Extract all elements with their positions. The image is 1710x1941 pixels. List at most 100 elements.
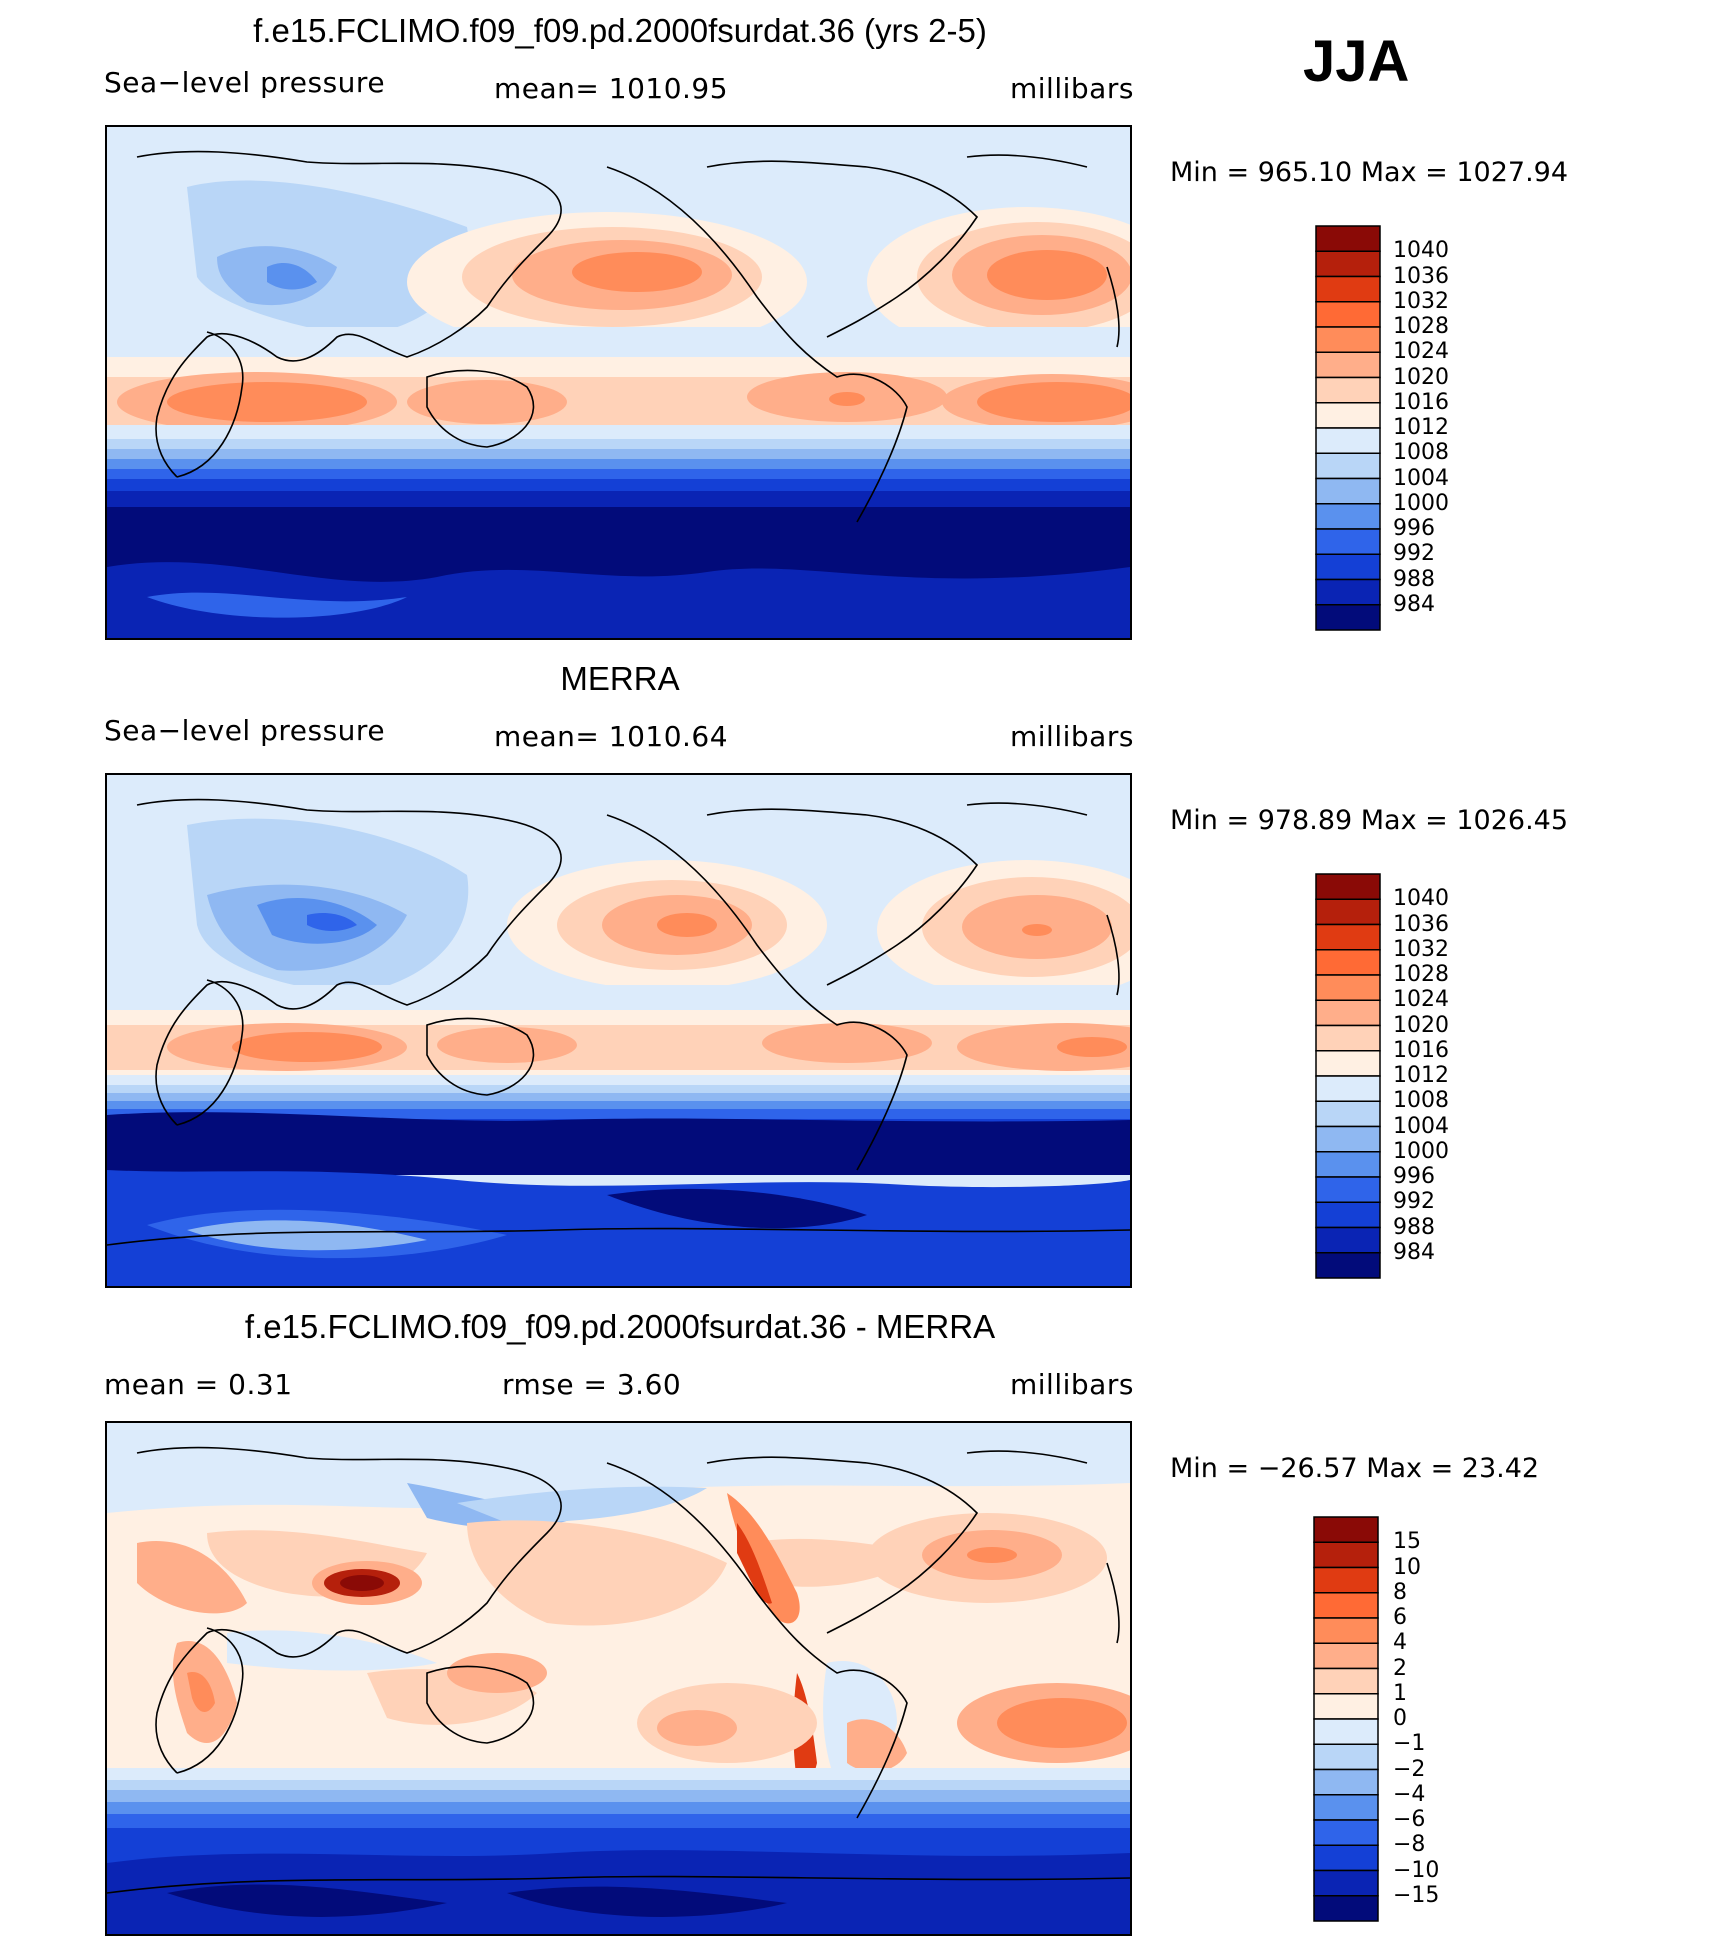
colorbar-tick-label: 8 [1393,1579,1407,1605]
panel-2-colorbar-labels: 1040 1036 1032 1028 1024 1020 1016 1012 1008 1004… [1393,873,1473,1279]
colorbar-swatch [1315,225,1381,252]
colorbar-tick-label: 1008 [1393,440,1449,466]
colorbar-tick-label: −2 [1393,1756,1426,1782]
colorbar-tick-label: 996 [1393,516,1435,541]
panel-3-colorbar-labels: 15 10 8 6 4 2 1 0 −1 −2 −4 −6 −8 −10 −15 [1393,1516,1473,1922]
colorbar-swatch [1315,604,1381,631]
panel-3-units-label: millibars [1010,1368,1134,1401]
colorbar-tick-label: 1020 [1393,1012,1449,1038]
panel-1-map-svg [107,127,1130,638]
colorbar-swatch [1313,1869,1379,1897]
panel-1-map [105,125,1132,640]
panel-3-rmse-label: rmse = 3.60 [502,1368,682,1401]
colorbar-tick-label: 1000 [1393,490,1449,516]
colorbar-tick-label: 1024 [1393,339,1449,365]
panel-3-title: f.e15.FCLIMO.f09_f09.pd.2000fsurdat.36 -… [244,1308,996,1345]
colorbar-tick-label: 1012 [1393,415,1449,440]
panel-3-mean-label: mean = 0.31 [104,1368,293,1401]
colorbar-tick-label: 1016 [1393,1037,1449,1063]
colorbar-tick-label: 1040 [1393,238,1449,264]
panel-1-minmax: Min = 965.10 Max = 1027.94 [1170,157,1569,188]
colorbar-tick-label: 1000 [1393,1138,1449,1164]
colorbar-tick-label: 10 [1393,1554,1421,1580]
colorbar-tick-label: 1036 [1393,263,1449,289]
colorbar-swatch [1315,477,1381,505]
colorbar-swatch [1315,1252,1381,1279]
colorbar-tick-label: 0 [1393,1706,1407,1731]
panel-3-minmax: Min = −26.57 Max = 23.42 [1170,1453,1540,1484]
colorbar-tick-label: 1028 [1393,962,1449,987]
colorbar-tick-label: 1020 [1393,364,1449,390]
colorbar-swatch [1315,301,1381,328]
panel-3-map-svg [107,1423,1130,1934]
panel-1-units-label: millibars [1010,72,1134,105]
colorbar-tick-label: 992 [1393,1189,1435,1215]
panel-2-units-label: millibars [1010,720,1134,753]
colorbar-swatch [1313,1895,1379,1922]
colorbar-swatch [1315,1226,1381,1254]
colorbar-swatch [1313,1516,1379,1543]
colorbar-tick-label: 1 [1393,1680,1407,1706]
colorbar-tick-label: −8 [1393,1832,1426,1858]
colorbar-swatch [1313,1541,1379,1569]
colorbar-swatch [1315,873,1381,900]
panel-2-colorbar [1315,873,1381,1283]
colorbar-swatch [1315,949,1381,976]
colorbar-swatch [1315,402,1381,429]
colorbar-tick-label: 1012 [1393,1063,1449,1088]
colorbar-swatch [1313,1693,1379,1720]
panel-3-colorbar [1313,1516,1379,1926]
colorbar-tick-label: −6 [1393,1807,1426,1832]
colorbar-swatch [1315,1024,1381,1052]
panel-2-map-svg [107,775,1130,1286]
colorbar-swatch [1315,898,1381,926]
colorbar-swatch [1313,1617,1379,1644]
colorbar-tick-label: 1024 [1393,987,1449,1013]
colorbar-swatch [1315,427,1381,454]
colorbar-tick-label: −4 [1393,1781,1426,1807]
colorbar-swatch [1315,376,1381,404]
colorbar-tick-label: 1036 [1393,911,1449,937]
colorbar-tick-label: 15 [1393,1529,1421,1555]
colorbar-tick-label: 1032 [1393,288,1449,314]
colorbar-swatch [1313,1743,1379,1771]
panel-1-mean-label: mean= 1010.95 [494,72,729,105]
colorbar-swatch [1315,275,1381,303]
colorbar-tick-label: 996 [1393,1164,1435,1189]
colorbar-tick-label: 992 [1393,541,1435,567]
colorbar-swatch [1315,1201,1381,1229]
colorbar-swatch [1315,553,1381,581]
colorbar-tick-label: −10 [1393,1857,1440,1883]
colorbar-swatch [1315,351,1381,379]
colorbar-swatch [1315,503,1381,530]
panel-2-map [105,773,1132,1288]
colorbar-tick-label: 1004 [1393,465,1449,491]
colorbar-swatch [1315,1176,1381,1203]
colorbar-swatch [1315,250,1381,278]
colorbar-tick-label: 1028 [1393,314,1449,339]
colorbar-tick-label: 1040 [1393,886,1449,912]
colorbar-swatch [1313,1794,1379,1821]
colorbar-swatch [1315,578,1381,606]
panel-2-minmax: Min = 978.89 Max = 1026.45 [1170,805,1569,836]
colorbar-tick-label: 1008 [1393,1088,1449,1114]
colorbar-swatch [1315,1100,1381,1128]
colorbar-swatch [1315,999,1381,1027]
panel-1-variable-label: Sea−level pressure [104,66,386,99]
colorbar-swatch [1315,974,1381,1001]
colorbar-swatch [1315,1075,1381,1102]
panel-2-variable-label: Sea−level pressure [104,714,386,747]
panel-2-colorbar-svg [1315,873,1381,1279]
colorbar-tick-label: 1032 [1393,936,1449,962]
panel-3-colorbar-svg [1313,1516,1379,1922]
colorbar-swatch [1315,1050,1381,1077]
colorbar-tick-label: −1 [1393,1731,1426,1757]
colorbar-tick-label: 4 [1393,1630,1407,1656]
colorbar-swatch [1313,1718,1379,1745]
panel-1-colorbar [1315,225,1381,635]
panel-1-colorbar-labels: 1040 1036 1032 1028 1024 1020 1016 1012 1008 1004… [1393,225,1473,631]
colorbar-swatch [1315,528,1381,555]
colorbar-swatch [1315,923,1381,951]
colorbar-tick-label: −15 [1393,1882,1440,1908]
colorbar-tick-label: 988 [1393,1214,1435,1240]
